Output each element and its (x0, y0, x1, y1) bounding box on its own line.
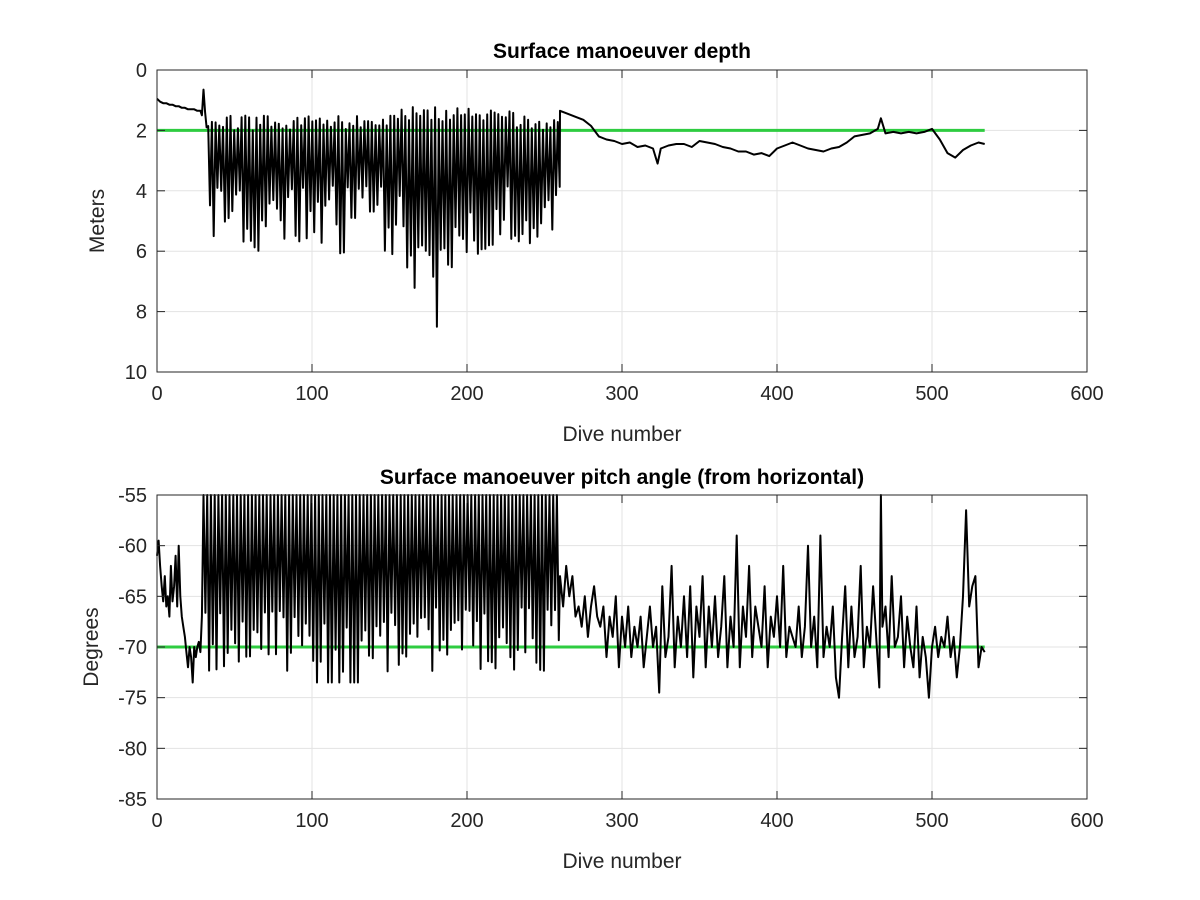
x-tick-label: 600 (1070, 383, 1103, 405)
y-tick-label: 2 (136, 120, 147, 142)
x-tick-label: 500 (915, 810, 948, 832)
pitch-panel: 0 100 200 300 400 500 600 -55 -60 -65 -70 -75 -80 -8… (80, 466, 1104, 873)
x-tick-label: 400 (760, 810, 793, 832)
series-line (156, 88, 985, 328)
y-axis-label: Degrees (80, 607, 103, 686)
x-tick-label: 300 (605, 810, 638, 832)
series (156, 88, 985, 328)
y-tick-label: 4 (136, 181, 147, 203)
y-ticks: 0 2 4 6 8 10 (125, 60, 1087, 384)
y-tick-label: -75 (118, 688, 147, 710)
x-tick-label: 200 (450, 383, 483, 405)
y-tick-label: 10 (125, 362, 147, 384)
x-tick-label: 600 (1070, 810, 1103, 832)
x-tick-label: 400 (760, 383, 793, 405)
x-axis-label: Dive number (562, 850, 681, 873)
y-tick-label: 0 (136, 60, 147, 82)
x-tick-label: 0 (151, 810, 162, 832)
x-tick-label: 0 (151, 383, 162, 405)
x-tick-label: 300 (605, 383, 638, 405)
y-axis-label: Meters (86, 189, 109, 253)
y-ticks: -55 -60 -65 -70 -75 -80 -85 (118, 485, 1087, 811)
x-ticks: 0 100 200 300 400 500 600 (151, 495, 1104, 832)
y-tick-label: -65 (118, 586, 147, 608)
y-tick-label: -55 (118, 485, 147, 507)
y-tick-label: 8 (136, 302, 147, 324)
x-axis-label: Dive number (562, 423, 681, 446)
y-tick-label: -60 (118, 536, 147, 558)
x-tick-label: 100 (295, 810, 328, 832)
y-tick-label: -70 (118, 637, 147, 659)
x-ticks: 0 100 200 300 400 500 600 (151, 70, 1104, 405)
depth-panel: 0 100 200 300 400 500 600 0 2 4 6 8 10 Surface mano… (86, 40, 1104, 446)
x-tick-label: 200 (450, 810, 483, 832)
chart-title: Surface manoeuver pitch angle (from hori… (380, 466, 864, 489)
y-tick-label: 6 (136, 241, 147, 263)
x-tick-label: 100 (295, 383, 328, 405)
y-tick-label: -85 (118, 789, 147, 811)
y-tick-label: -80 (118, 738, 147, 760)
chart-title: Surface manoeuver depth (493, 40, 751, 63)
x-tick-label: 500 (915, 383, 948, 405)
